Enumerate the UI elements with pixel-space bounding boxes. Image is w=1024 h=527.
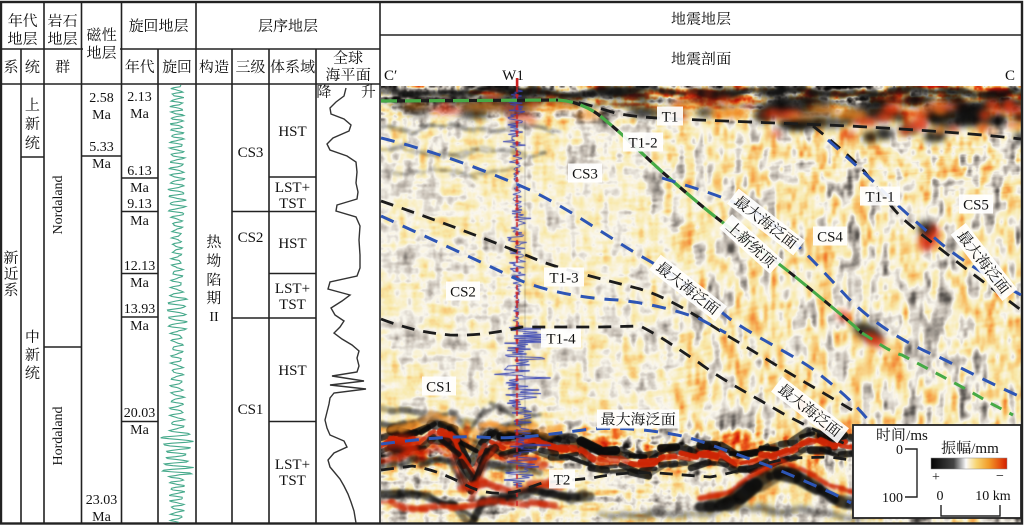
svg-text:年代: 年代 (7, 10, 37, 31)
svg-text:统: 统 (25, 132, 41, 153)
svg-text:近: 近 (3, 263, 19, 284)
svg-text:最大海泛面: 最大海泛面 (600, 408, 675, 429)
svg-text:中: 中 (25, 326, 40, 347)
svg-text:W1: W1 (502, 64, 524, 85)
svg-text:系: 系 (3, 56, 18, 77)
svg-text:5.33: 5.33 (89, 136, 114, 156)
svg-text:旋回: 旋回 (162, 56, 192, 77)
svg-text:期: 期 (206, 287, 221, 308)
svg-text:岩石: 岩石 (47, 10, 77, 31)
svg-text:T1-2: T1-2 (628, 131, 657, 152)
svg-text:群: 群 (55, 56, 71, 77)
svg-text:陷: 陷 (206, 269, 221, 290)
svg-text:Ma: Ma (130, 419, 149, 439)
svg-text:0: 0 (937, 485, 944, 505)
svg-text:振幅/mm: 振幅/mm (941, 437, 999, 458)
svg-text:Ma: Ma (130, 315, 149, 335)
svg-text:T1-3: T1-3 (549, 266, 578, 287)
svg-text:海平面: 海平面 (325, 64, 370, 85)
svg-text:TST: TST (279, 293, 306, 314)
svg-text:II: II (209, 306, 219, 326)
svg-text:新: 新 (3, 247, 19, 268)
svg-text:最大海泛面: 最大海泛面 (774, 379, 846, 442)
svg-text:地层: 地层 (86, 42, 116, 63)
svg-text:Ma: Ma (130, 103, 149, 123)
svg-text:T1: T1 (662, 105, 679, 126)
svg-text:HST: HST (278, 359, 306, 380)
svg-text:Ma: Ma (92, 506, 111, 526)
svg-text:T2: T2 (554, 468, 571, 489)
svg-text:T1-4: T1-4 (546, 327, 576, 348)
svg-text:HST: HST (278, 232, 306, 253)
svg-text:地层: 地层 (47, 28, 77, 49)
svg-text:CS2: CS2 (450, 280, 476, 301)
svg-text:CS1: CS1 (238, 398, 264, 419)
svg-text:全球: 全球 (333, 47, 363, 68)
svg-text:+: + (932, 466, 940, 486)
svg-text:坳: 坳 (206, 250, 221, 271)
svg-text:CS4: CS4 (817, 225, 843, 246)
svg-text:构造: 构造 (199, 56, 229, 77)
svg-text:Hordaland: Hordaland (47, 406, 67, 465)
svg-text:降: 降 (316, 81, 331, 102)
svg-text:上: 上 (25, 94, 40, 115)
svg-text:10 km: 10 km (975, 485, 1011, 505)
svg-text:Ma: Ma (130, 272, 149, 292)
svg-text:C′: C′ (384, 64, 397, 85)
svg-text:C: C (1005, 64, 1015, 85)
svg-text:LST+: LST+ (275, 453, 310, 474)
svg-text:三级: 三级 (235, 56, 265, 77)
svg-text:12.13: 12.13 (124, 255, 156, 275)
svg-text:磁性: 磁性 (86, 24, 116, 45)
svg-text:HST: HST (278, 120, 306, 141)
svg-text:最大海泛面: 最大海泛面 (953, 226, 1016, 298)
svg-text:Ma: Ma (130, 210, 149, 230)
svg-text:CS2: CS2 (238, 226, 264, 247)
svg-text:Ma: Ma (130, 177, 149, 197)
svg-text:新: 新 (25, 113, 41, 134)
svg-text:−: − (996, 465, 1004, 485)
svg-text:13.93: 13.93 (124, 298, 156, 318)
svg-text:Nordaland: Nordaland (47, 175, 67, 234)
svg-text:2.58: 2.58 (89, 87, 114, 107)
svg-text:6.13: 6.13 (127, 160, 152, 180)
svg-text:T1-1: T1-1 (865, 185, 894, 206)
svg-text:系: 系 (3, 279, 18, 300)
svg-text:年代: 年代 (124, 56, 154, 77)
svg-text:地震地层: 地震地层 (671, 8, 731, 29)
svg-text:体系域: 体系域 (270, 56, 315, 77)
svg-text:新: 新 (25, 344, 41, 365)
svg-text:CS3: CS3 (238, 141, 264, 162)
svg-text:TST: TST (279, 192, 306, 213)
svg-text:统: 统 (25, 56, 41, 77)
svg-text:CS5: CS5 (963, 193, 989, 214)
svg-text:LST+: LST+ (275, 277, 310, 298)
svg-text:Ma: Ma (92, 104, 111, 124)
svg-text:20.03: 20.03 (124, 402, 156, 422)
svg-text:2.13: 2.13 (127, 86, 152, 106)
svg-text:23.03: 23.03 (86, 489, 118, 509)
svg-text:0: 0 (896, 439, 903, 459)
svg-text:时间/ms: 时间/ms (876, 424, 928, 445)
svg-text:CS1: CS1 (426, 375, 452, 396)
svg-text:LST+: LST+ (275, 176, 310, 197)
svg-text:地震剖面: 地震剖面 (671, 48, 731, 69)
svg-text:Ma: Ma (92, 153, 111, 173)
svg-text:升: 升 (361, 81, 376, 102)
svg-text:统: 统 (25, 362, 41, 383)
svg-text:TST: TST (279, 469, 306, 490)
svg-text:CS3: CS3 (572, 162, 598, 183)
svg-text:层序地层: 层序地层 (258, 15, 318, 36)
svg-text:9.13: 9.13 (127, 193, 152, 213)
svg-text:地层: 地层 (7, 28, 37, 49)
svg-text:热: 热 (206, 231, 221, 252)
svg-text:最大海泛面: 最大海泛面 (652, 257, 724, 320)
svg-text:100: 100 (882, 487, 903, 507)
svg-text:旋回地层: 旋回地层 (128, 15, 188, 36)
